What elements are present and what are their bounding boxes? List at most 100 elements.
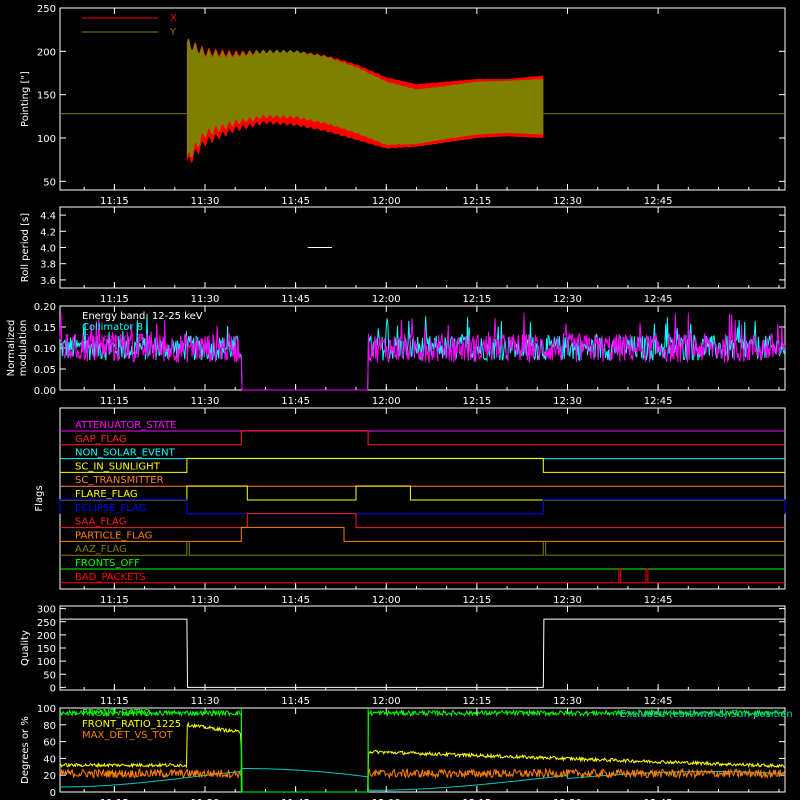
quality-panel: 11:15 11:30 11:45 12:00 12:15 12:30 12:45 0 50 10… bbox=[20, 605, 786, 707]
y-axis-label: Pointing ["] bbox=[20, 71, 31, 127]
x-tick-label: 11:15 bbox=[100, 294, 129, 305]
x-tick-label: 11:15 bbox=[100, 595, 129, 606]
flags-frame bbox=[59, 407, 786, 590]
y-tick-label: 100 bbox=[37, 134, 56, 145]
modulation-trace-collimator-9 bbox=[59, 312, 786, 391]
y-tick-label: 4.4 bbox=[40, 211, 56, 222]
flag-label: FLARE_FLAG bbox=[75, 489, 138, 500]
x-tick-label: 12:30 bbox=[553, 196, 582, 207]
x-tick-label: 12:45 bbox=[644, 396, 673, 407]
misc-frame bbox=[59, 707, 786, 793]
y-tick-label: 100 bbox=[37, 657, 56, 668]
y-tick-label: 250 bbox=[37, 618, 56, 629]
misc-annotation: Excluded (earthward) Sun position bbox=[620, 709, 793, 720]
y-tick-label: 100 bbox=[37, 704, 56, 715]
flag-line-aaz-flag bbox=[60, 540, 785, 556]
y-tick-label: 0.00 bbox=[34, 386, 56, 397]
y-tick-label: 0.15 bbox=[34, 323, 56, 334]
y-tick-label: 0.20 bbox=[34, 302, 56, 313]
x-tick-label: 11:15 bbox=[100, 396, 129, 407]
y-tick-label: 0.10 bbox=[34, 344, 56, 355]
y-axis-label: Flags bbox=[34, 485, 45, 511]
flag-label: SAA_FLAG bbox=[75, 517, 126, 528]
x-tick-label: 11:15 bbox=[100, 798, 129, 800]
y-tick-label: 300 bbox=[37, 605, 56, 616]
flag-label: BAD_PACKETS bbox=[75, 572, 146, 583]
modulation-panel: 11:15 11:30 11:45 12:00 12:15 12:30 12:45 0.00 0… bbox=[6, 302, 786, 407]
y-tick-label: 40 bbox=[43, 754, 56, 765]
y-tick-label: 200 bbox=[37, 631, 56, 642]
y-tick-label: 20 bbox=[43, 771, 56, 782]
y-tick-label: 60 bbox=[43, 738, 56, 749]
flag-line-saa-flag bbox=[60, 513, 785, 529]
x-tick-label: 12:00 bbox=[372, 294, 401, 305]
x-tick-label: 12:00 bbox=[372, 196, 401, 207]
misc-legend-label: FRONT_RATIO bbox=[82, 708, 151, 719]
x-tick-label: 11:30 bbox=[191, 396, 220, 407]
x-tick-label: 11:45 bbox=[281, 696, 310, 707]
x-tick-label: 12:45 bbox=[644, 196, 673, 207]
y-tick-label: 3.8 bbox=[40, 260, 56, 271]
x-tick-label: 12:45 bbox=[644, 798, 673, 800]
x-tick-label: 11:30 bbox=[191, 196, 220, 207]
y-tick-label: 150 bbox=[37, 644, 56, 655]
y-tick-label: 4.2 bbox=[40, 227, 56, 238]
x-tick-label: 12:30 bbox=[553, 798, 582, 800]
x-tick-label: 12:15 bbox=[462, 396, 491, 407]
x-tick-label: 11:30 bbox=[191, 294, 220, 305]
flag-line-sc-in-sunlight bbox=[60, 457, 785, 473]
x-tick-label: 12:30 bbox=[553, 696, 582, 707]
y-tick-label: 0.05 bbox=[34, 365, 56, 376]
x-tick-label: 11:45 bbox=[281, 595, 310, 606]
x-tick-label: 12:00 bbox=[372, 696, 401, 707]
y-tick-label: 0 bbox=[50, 788, 56, 799]
pointing-frame bbox=[59, 7, 786, 191]
roll-panel: 11:15 11:30 11:45 12:00 12:15 12:30 12:45 3.6 3.… bbox=[20, 206, 786, 305]
y-tick-label: 50 bbox=[43, 177, 56, 188]
legend-label-y: Y bbox=[169, 27, 177, 38]
x-tick-label: 12:45 bbox=[644, 595, 673, 606]
x-tick-label: 12:00 bbox=[372, 595, 401, 606]
x-tick-label: 11:15 bbox=[100, 696, 129, 707]
x-tick-label: 11:30 bbox=[191, 798, 220, 800]
y-axis-label: Normalized bbox=[6, 320, 17, 377]
flag-line-eclipse-flag bbox=[59, 499, 786, 515]
legend-label-x: X bbox=[170, 13, 177, 24]
x-tick-label: 12:15 bbox=[462, 595, 491, 606]
quality-line bbox=[60, 618, 785, 688]
x-tick-label: 11:45 bbox=[281, 798, 310, 800]
pointing-panel: 11:15 11:30 11:45 12:00 12:15 12:30 12:45 50 100… bbox=[20, 4, 786, 207]
x-tick-label: 11:30 bbox=[191, 696, 220, 707]
misc-panel: 11:15 11:30 11:45 12:00 12:15 12:30 12:45 0 20 40… bbox=[20, 704, 793, 800]
x-tick-label: 11:45 bbox=[281, 196, 310, 207]
y-tick-label: 250 bbox=[37, 4, 56, 15]
flag-label: AAZ_FLAG bbox=[75, 544, 127, 555]
misc-legend-label: FRONT_RATIO_1225 bbox=[82, 719, 181, 730]
x-tick-label: 12:15 bbox=[462, 196, 491, 207]
flag-label: SC_TRANSMITTER bbox=[75, 475, 164, 486]
y-tick-label: 80 bbox=[43, 721, 56, 732]
flag-line-gap-flag bbox=[60, 430, 785, 446]
y-tick-label: 3.6 bbox=[40, 276, 56, 287]
x-tick-label: 12:00 bbox=[372, 396, 401, 407]
max-det-vs-tot-trace bbox=[59, 767, 786, 793]
flag-label: PARTICLE_FLAG bbox=[75, 530, 152, 541]
x-tick-label: 11:30 bbox=[191, 595, 220, 606]
flag-label: ATTENUATOR_STATE bbox=[75, 420, 176, 431]
flag-label: FRONTS_OFF bbox=[75, 558, 140, 569]
y-axis-label: Degrees or % bbox=[20, 716, 31, 784]
y-tick-label: 200 bbox=[37, 47, 56, 58]
flag-line-flare-flag bbox=[60, 485, 785, 501]
x-tick-label: 12:15 bbox=[462, 696, 491, 707]
y-axis-label: modulation bbox=[18, 320, 29, 377]
x-tick-label: 12:30 bbox=[553, 595, 582, 606]
x-tick-label: 11:45 bbox=[281, 396, 310, 407]
misc-legend-label: MAX_DET_VS_TOT bbox=[82, 730, 174, 741]
x-tick-label: 12:30 bbox=[553, 396, 582, 407]
flag-line-bad-packets bbox=[60, 568, 785, 584]
front-ratio-1225-trace bbox=[59, 721, 786, 793]
x-tick-label: 11:45 bbox=[281, 294, 310, 305]
x-tick-label: 12:15 bbox=[462, 798, 491, 800]
flags-panel: 11:15 11:30 11:45 12:00 12:15 12:30 12:45 Flags… bbox=[34, 407, 786, 606]
